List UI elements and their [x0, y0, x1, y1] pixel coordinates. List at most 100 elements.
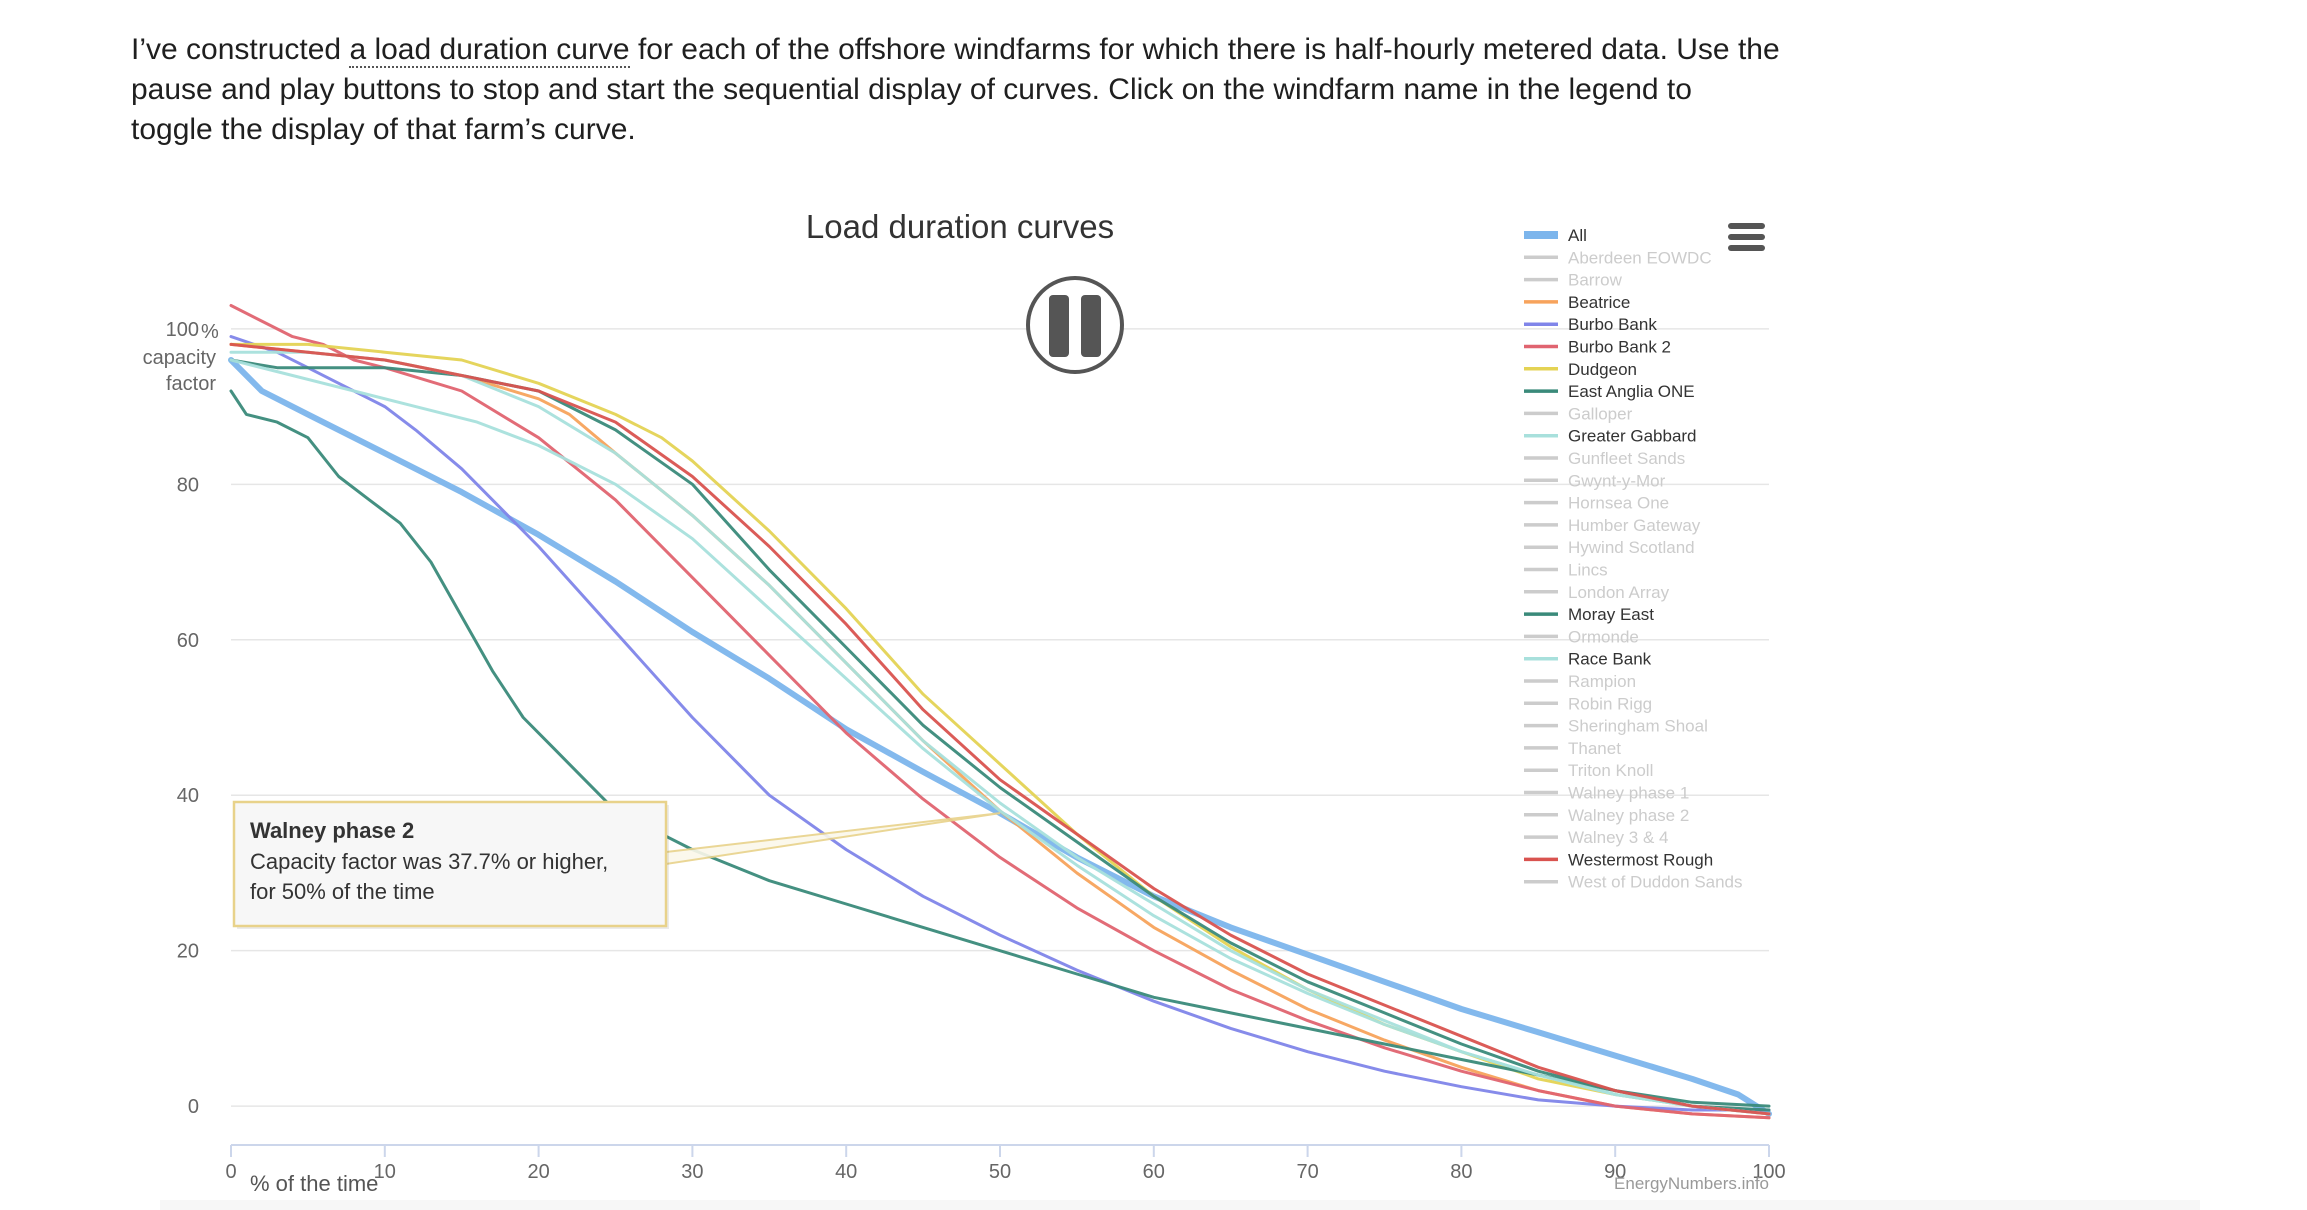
x-tick-label: 90	[1604, 1161, 1626, 1183]
legend-label[interactable]: Rampion	[1568, 672, 1636, 691]
legend-item[interactable]: Hywind Scotland	[1524, 538, 1695, 557]
series-line[interactable]	[229, 335, 1771, 1112]
legend-label[interactable]: Hywind Scotland	[1568, 538, 1695, 557]
legend-item[interactable]: Gunfleet Sands	[1524, 449, 1685, 468]
y-tick-label: 60	[177, 630, 199, 652]
legend-item[interactable]: Triton Knoll	[1524, 761, 1653, 780]
legend-label[interactable]: Greater Gabbard	[1568, 427, 1697, 446]
legend-label[interactable]: Burbo Bank	[1568, 315, 1657, 334]
load-duration-curve-link[interactable]: a load duration curve	[349, 33, 630, 68]
legend-label[interactable]: Triton Knoll	[1568, 761, 1653, 780]
tooltip: Walney phase 2 Capacity factor was 37.7% …	[232, 800, 669, 929]
x-tick-label: 40	[835, 1161, 857, 1183]
legend-label[interactable]: Gunfleet Sands	[1568, 449, 1685, 468]
legend-item[interactable]: Walney phase 2	[1524, 806, 1689, 825]
legend-item[interactable]: Lincs	[1524, 561, 1608, 580]
legend-item[interactable]: Humber Gateway	[1524, 516, 1701, 535]
legend-label[interactable]: Burbo Bank 2	[1568, 338, 1671, 357]
legend-item[interactable]: Dudgeon	[1524, 360, 1637, 379]
legend-label[interactable]: Gwynt-y-Mor	[1568, 471, 1666, 490]
chart-title: Load duration curves	[806, 208, 1114, 245]
y-tick-label: 80	[177, 474, 199, 496]
series-line[interactable]	[228, 357, 1772, 1117]
legend-label[interactable]: Galloper	[1568, 404, 1633, 423]
legend-item[interactable]: Barrow	[1524, 271, 1623, 290]
legend-item[interactable]: Race Bank	[1524, 650, 1652, 669]
legend-item[interactable]: Thanet	[1524, 739, 1621, 758]
series-line[interactable]	[229, 342, 1771, 1116]
legend-item[interactable]: Rampion	[1524, 672, 1636, 691]
chart-menu-button[interactable]	[1728, 223, 1765, 251]
y-axis-label: capacity factor	[143, 347, 217, 395]
menu-bar	[1728, 234, 1765, 240]
x-axis-label: % of the time	[250, 1171, 378, 1196]
y-tick-label: 0	[188, 1096, 199, 1118]
legend-label[interactable]: Barrow	[1568, 271, 1623, 290]
legend-label[interactable]: Aberdeen EOWDC	[1568, 248, 1712, 267]
x-tick-label: 50	[989, 1161, 1011, 1183]
legend-label[interactable]: All	[1568, 226, 1587, 245]
legend-item[interactable]: Galloper	[1524, 404, 1633, 423]
legend-label[interactable]: Race Bank	[1568, 650, 1652, 669]
series-line[interactable]	[229, 358, 1771, 1116]
x-tick-label: 20	[527, 1161, 549, 1183]
legend-label[interactable]: Walney 3 & 4	[1568, 828, 1668, 847]
legend-label[interactable]: Lincs	[1568, 561, 1608, 580]
legend-item[interactable]: Burbo Bank	[1524, 315, 1657, 334]
tooltip-pointer	[665, 812, 1001, 866]
legend-item[interactable]: Aberdeen EOWDC	[1524, 248, 1712, 267]
legend-item[interactable]: Ormonde	[1524, 627, 1639, 646]
intro-paragraph: I’ve constructed a load duration curve f…	[131, 30, 1781, 150]
legend-item[interactable]: Greater Gabbard	[1524, 427, 1697, 446]
legend-item[interactable]: Walney phase 1	[1524, 784, 1689, 803]
legend-item[interactable]: Hornsea One	[1524, 494, 1669, 513]
tooltip-box	[232, 800, 668, 928]
pause-bar	[1081, 295, 1101, 357]
legend-item[interactable]: East Anglia ONE	[1524, 382, 1695, 401]
series-line[interactable]	[229, 358, 1771, 1112]
legend-label[interactable]: Westermost Rough	[1568, 850, 1713, 869]
legend-item[interactable]: Westermost Rough	[1524, 850, 1713, 869]
legend-label[interactable]: East Anglia ONE	[1568, 382, 1695, 401]
legend-item[interactable]: All	[1524, 226, 1587, 245]
series-line[interactable]	[229, 342, 1771, 1120]
legend-item[interactable]: Moray East	[1524, 605, 1654, 624]
menu-bar	[1728, 223, 1765, 229]
legend-label[interactable]: Humber Gateway	[1568, 516, 1701, 535]
legend-item[interactable]: Gwynt-y-Mor	[1524, 471, 1666, 490]
legend-label[interactable]: Hornsea One	[1568, 494, 1669, 513]
legend-label[interactable]: West of Duddon Sands	[1568, 873, 1743, 892]
legend-item[interactable]: West of Duddon Sands	[1524, 873, 1743, 892]
series-line[interactable]	[229, 350, 1771, 1116]
credit-label: EnergyNumbers.info	[1614, 1174, 1769, 1193]
legend-item[interactable]: London Array	[1524, 583, 1670, 602]
legend: All Aberdeen EOWDC Barrow Beatrice Burbo Ban…	[1524, 226, 1743, 892]
y-tick-label: 100	[166, 319, 199, 341]
legend-label[interactable]: Beatrice	[1568, 293, 1630, 312]
legend-label[interactable]: Walney phase 1	[1568, 784, 1689, 803]
y-tick-label: 40	[177, 785, 199, 807]
legend-label[interactable]: Thanet	[1568, 739, 1621, 758]
x-tick-label: 30	[681, 1161, 703, 1183]
tooltip-title: Walney phase 2	[250, 818, 414, 843]
legend-label[interactable]: Moray East	[1568, 605, 1654, 624]
legend-item[interactable]: Burbo Bank 2	[1524, 338, 1671, 357]
legend-label[interactable]: Robin Rigg	[1568, 694, 1652, 713]
legend-label[interactable]: Dudgeon	[1568, 360, 1637, 379]
legend-label[interactable]: Sheringham Shoal	[1568, 717, 1708, 736]
pause-button-ring	[1026, 276, 1124, 374]
legend-item[interactable]: Robin Rigg	[1524, 694, 1652, 713]
legend-label[interactable]: Ormonde	[1568, 627, 1639, 646]
menu-bar	[1728, 245, 1765, 251]
series-line[interactable]	[229, 389, 1771, 1108]
legend-label[interactable]: London Array	[1568, 583, 1670, 602]
legend-item[interactable]: Sheringham Shoal	[1524, 717, 1708, 736]
legend-item[interactable]: Beatrice	[1524, 293, 1630, 312]
legend-item[interactable]: Walney 3 & 4	[1524, 828, 1668, 847]
pause-button[interactable]	[1026, 276, 1124, 374]
series-line[interactable]	[229, 304, 1771, 1120]
series-line[interactable]	[229, 342, 1771, 1116]
legend-label[interactable]: Walney phase 2	[1568, 806, 1689, 825]
x-tick-label: 70	[1296, 1161, 1318, 1183]
